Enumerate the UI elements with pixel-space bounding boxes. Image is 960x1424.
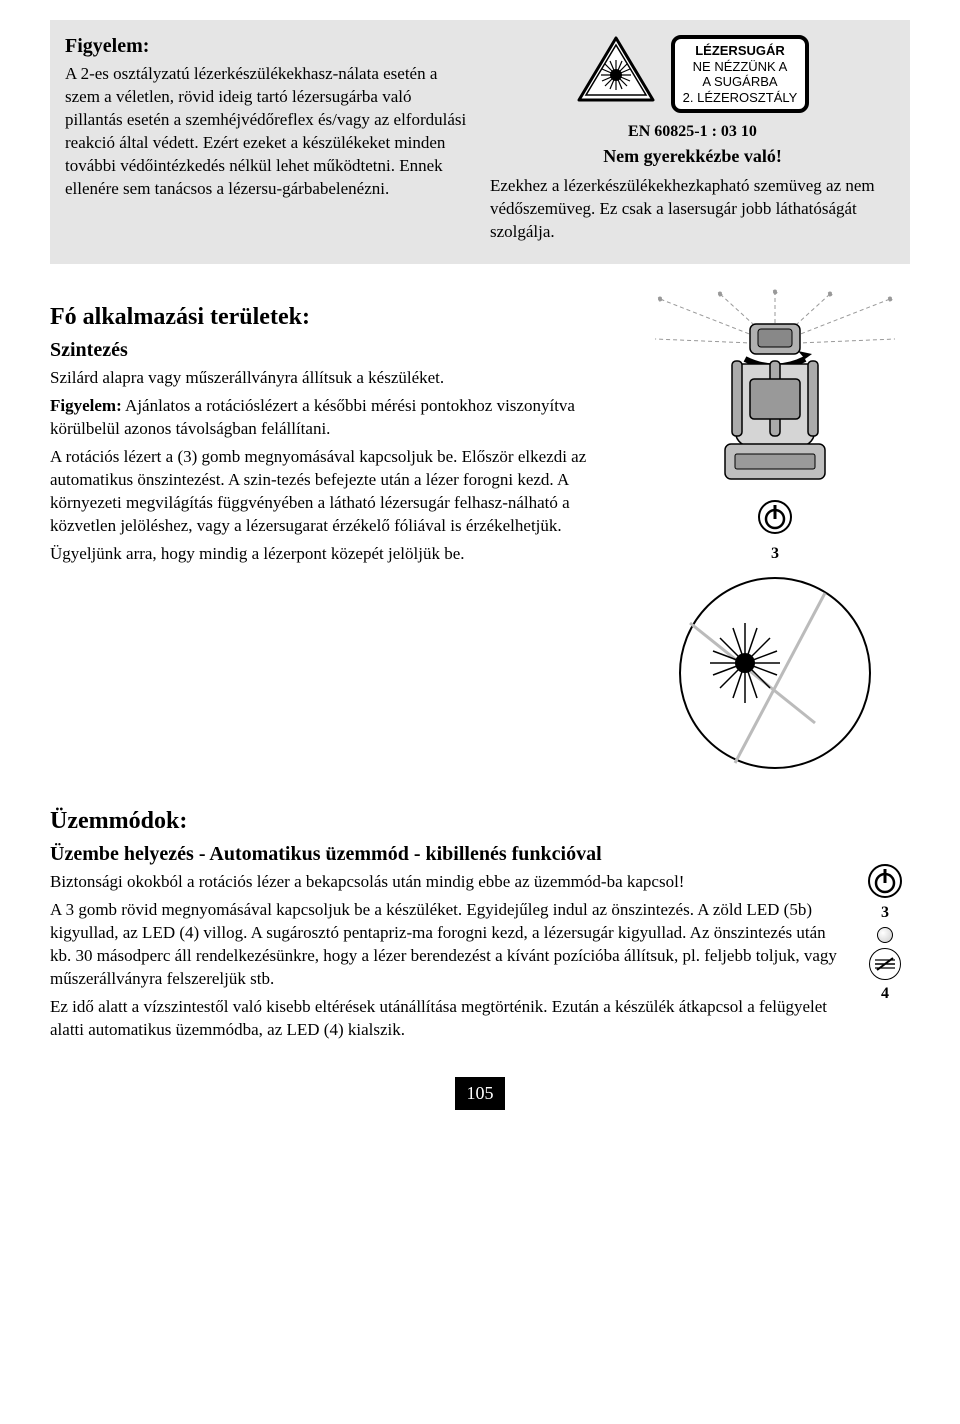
modes-p2: A 3 gomb rövid megnyomásával kapcsoljuk … (50, 899, 845, 991)
label-line3: A SUGÁRBA (683, 74, 798, 90)
page-number: 105 (455, 1077, 505, 1110)
leveling-p1: Szilárd alapra vagy műszerállványra állí… (50, 367, 625, 390)
leveling-p2-text: Ajánlatos a rotációslézert a későbbi mér… (50, 396, 575, 438)
warning-right-col: LÉZERSUGÁR NE NÉZZÜNK A A SUGÁRBA 2. LÉZ… (490, 35, 895, 249)
leveling-p4: Ügyeljünk arra, hogy mindig a lézerpont … (50, 543, 625, 566)
label-line4: 2. LÉZEROSZTÁLY (683, 90, 798, 106)
en-standard-code: EN 60825-1 : 03 10 (490, 123, 895, 141)
laser-dot-target-illustration (675, 573, 875, 773)
applications-text-col: Fó alkalmazási területek: Szintezés Szil… (50, 289, 625, 773)
modes-p3: Ez idő alatt a vízszintestől való kisebb… (50, 996, 845, 1042)
leveling-p2-bold: Figyelem: (50, 396, 122, 415)
applications-heading: Fó alkalmazási területek: (50, 304, 625, 331)
modes-icons-col: 3 4 (860, 793, 910, 1003)
modes-heading: Üzemmódok: (50, 808, 845, 835)
label-line1: LÉZERSUGÁR (683, 43, 798, 59)
leveling-p3: A rotációs lézert a (3) gomb megnyomásáv… (50, 446, 625, 538)
auto-mode-subheading: Üzembe helyezés - Automatikus üzemmód - … (50, 843, 845, 866)
laser-class-label-box: LÉZERSUGÁR NE NÉZZÜNK A A SUGÁRBA 2. LÉZ… (671, 35, 810, 113)
laser-warning-triangle-icon (576, 35, 656, 105)
warning-heading: Figyelem: (65, 35, 470, 58)
warning-right-text: Ezekhez a lézerkészülékekhezkapható szem… (490, 175, 895, 244)
led-indicator-icon (877, 927, 893, 943)
applications-figures-col: 3 (640, 289, 910, 773)
tilt-icon-label-4: 4 (881, 985, 889, 1003)
modes-text-col: Üzemmódok: Üzembe helyezés - Automatikus… (50, 793, 845, 1047)
modes-section: Üzemmódok: Üzembe helyezés - Automatikus… (50, 793, 910, 1047)
label-line2: NE NÉZZÜNK A (683, 59, 798, 75)
power-button-icon (867, 863, 903, 899)
modes-p1: Biztonsági okokból a rotációs lézer a be… (50, 871, 845, 894)
power-icon-label-3b: 3 (881, 904, 889, 922)
warning-left-col: Figyelem: A 2-es osztályzatú lézerkészül… (65, 35, 470, 249)
power-button-icon (757, 499, 793, 535)
applications-section: Fó alkalmazási területek: Szintezés Szil… (50, 289, 910, 773)
leveling-p2: Figyelem: Ajánlatos a rotációslézert a k… (50, 395, 625, 441)
leveling-subheading: Szintezés (50, 339, 625, 362)
warning-icons-row: LÉZERSUGÁR NE NÉZZÜNK A A SUGÁRBA 2. LÉZ… (490, 35, 895, 113)
tilt-sensor-icon (869, 948, 901, 980)
no-children-warning: Nem gyerekkézbe való! (490, 146, 895, 167)
rotary-laser-device-illustration (650, 289, 900, 489)
warning-left-text: A 2-es osztályzatú lézerkészülékekhasz-n… (65, 63, 470, 201)
warning-box: Figyelem: A 2-es osztályzatú lézerkészül… (50, 20, 910, 264)
power-icon-label-3: 3 (771, 545, 779, 563)
